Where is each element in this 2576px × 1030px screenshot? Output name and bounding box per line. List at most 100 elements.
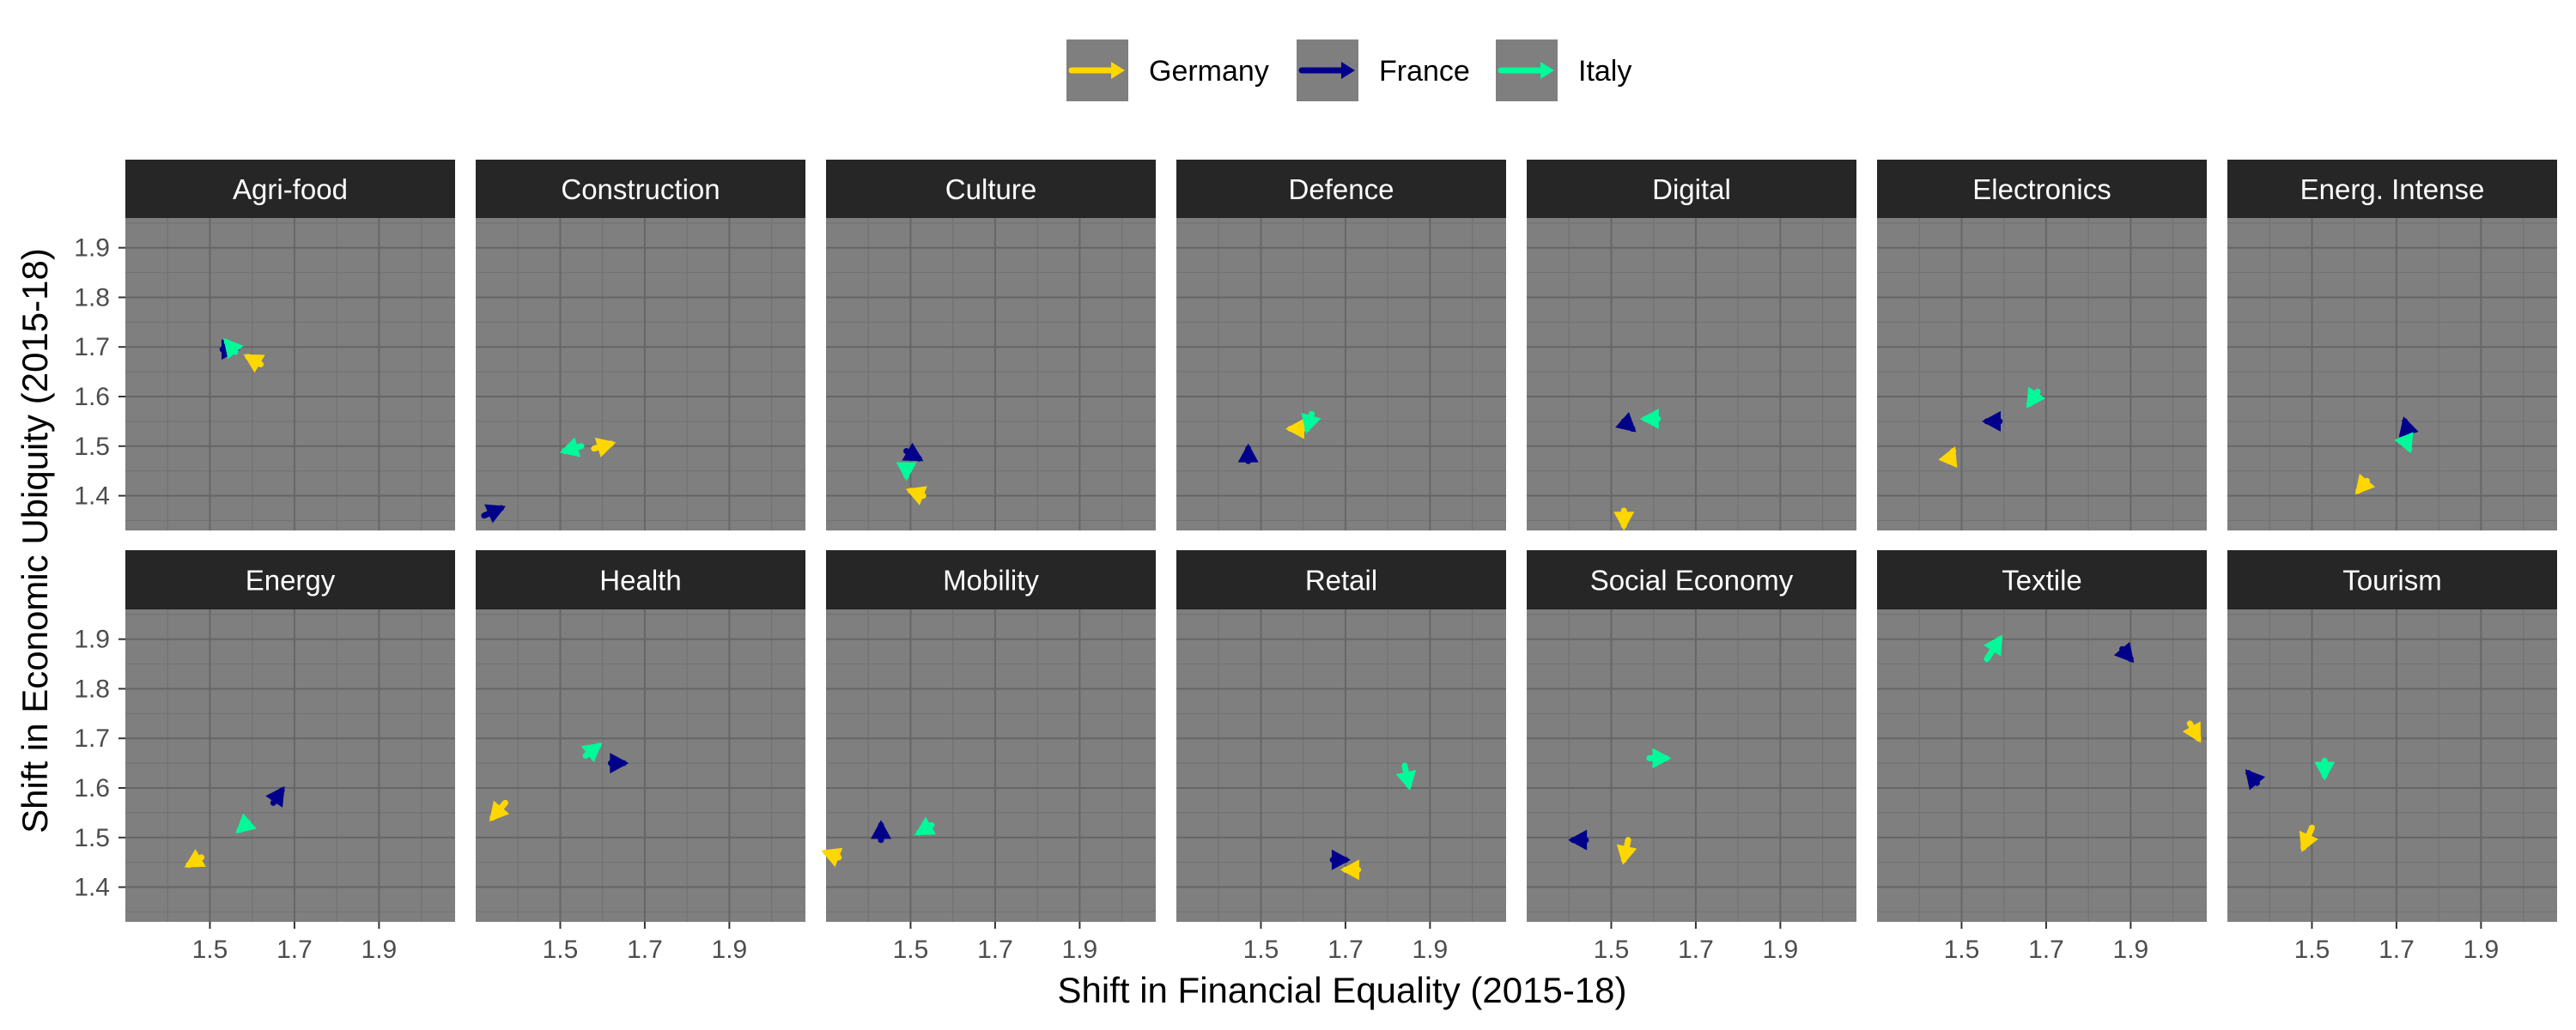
arrow-italy xyxy=(1395,762,1417,791)
arrow-head xyxy=(223,337,244,360)
arrow-germany xyxy=(821,847,843,868)
panel-background xyxy=(1527,609,1856,922)
panel-grid xyxy=(1877,218,2207,530)
arrow-france xyxy=(481,504,507,524)
arrow-germany xyxy=(243,354,265,373)
arrow-head xyxy=(821,847,843,868)
panel-background xyxy=(476,218,805,530)
panel-background xyxy=(476,609,805,922)
panel-culture: Culture xyxy=(826,160,1156,530)
y-tick-label: 1.6 xyxy=(74,383,110,411)
arrow-head xyxy=(1615,411,1637,433)
arrow-head xyxy=(489,800,510,822)
y-tick-label: 1.4 xyxy=(74,482,110,511)
panel-social-economy: Social Economy xyxy=(1527,550,1856,922)
arrow-italy xyxy=(223,337,244,360)
arrow-head xyxy=(2113,641,2135,663)
y-tick-label: 1.8 xyxy=(74,675,110,703)
arrow-italy xyxy=(235,813,257,834)
panel-tourism: Tourism xyxy=(2227,550,2557,922)
panel-grid xyxy=(125,218,455,530)
x-axis-title: Shift in Financial Equality (2015-18) xyxy=(1057,970,1626,1010)
arrow-italy xyxy=(1639,409,1662,429)
arrow-head xyxy=(265,785,285,808)
arrow-head xyxy=(1616,844,1637,865)
x-tick-label: 1.5 xyxy=(1243,936,1279,964)
panel-arrows xyxy=(1237,410,1321,464)
panel-health: Health xyxy=(476,550,805,922)
arrow-head xyxy=(184,849,206,868)
panel-strip xyxy=(1877,550,2207,609)
panel-grid xyxy=(1176,218,1506,530)
x-tick-label: 1.9 xyxy=(1763,936,1799,964)
arrow-head xyxy=(2026,386,2046,409)
arrow-head xyxy=(902,442,924,462)
arrow-germany xyxy=(2182,720,2202,743)
x-tick-label: 1.5 xyxy=(192,936,228,964)
panel-strip xyxy=(1176,160,1506,218)
arrow-germany xyxy=(184,849,206,869)
panel-grid xyxy=(1527,609,1856,922)
arrow-germany xyxy=(1285,418,1307,439)
legend-key-head xyxy=(1111,62,1125,79)
arrow-head xyxy=(2245,769,2266,791)
arrow-head xyxy=(1331,849,1351,870)
arrow-germany xyxy=(489,799,510,822)
x-axis-col-6: 1.5 1.7 1.9 xyxy=(1944,922,2148,964)
panel-strip xyxy=(826,160,1156,218)
legend-item-italy: Italy xyxy=(1496,39,1631,101)
panel-background xyxy=(125,609,455,922)
panel-background xyxy=(826,218,1156,530)
arrow-france xyxy=(2245,769,2266,791)
panel-strip-label: Mobility xyxy=(943,565,1039,597)
x-tick-label: 1.7 xyxy=(2028,936,2064,964)
x-tick-label: 1.7 xyxy=(1678,936,1714,964)
arrow-france xyxy=(1237,443,1259,464)
panel-strip-label: Culture xyxy=(945,173,1036,205)
panel-textile: Textile xyxy=(1877,550,2207,922)
panel-strip-label: Textile xyxy=(2002,565,2082,597)
arrow-head xyxy=(2299,830,2318,852)
panel-arrows xyxy=(2354,416,2419,495)
arrow-head xyxy=(1285,418,1304,439)
panel-strip xyxy=(476,160,805,218)
arrow-head xyxy=(905,486,927,506)
panel-arrows xyxy=(1938,386,2046,468)
panel-agri-food: Agri-food xyxy=(125,160,455,530)
arrow-head xyxy=(1395,769,1417,791)
arrow-head xyxy=(610,753,629,774)
arrow-italy xyxy=(1301,410,1321,434)
arrow-france xyxy=(2113,641,2135,663)
x-tick-label: 1.9 xyxy=(361,936,398,964)
panel-strip xyxy=(1877,160,2207,218)
panel-strip-label: Energ. Intense xyxy=(2300,173,2485,205)
panel-energ-intense: Energ. Intense xyxy=(2227,160,2557,530)
arrow-head xyxy=(2182,721,2202,743)
panel-retail: Retail xyxy=(1176,550,1506,922)
arrow-germany xyxy=(1613,507,1635,531)
arrow-france xyxy=(902,442,924,462)
arrow-head xyxy=(1984,634,2003,657)
arrow-head xyxy=(235,813,257,834)
panel-strip-label: Social Economy xyxy=(1590,565,1794,597)
arrow-france xyxy=(608,753,629,774)
panel-digital: Digital xyxy=(1527,160,1856,531)
arrow-france xyxy=(871,820,891,844)
panel-arrows xyxy=(1329,762,1417,881)
y-tick-label: 1.5 xyxy=(74,824,110,852)
arrow-germany xyxy=(2299,824,2318,852)
x-tick-label: 1.9 xyxy=(1062,936,1098,964)
panel-strip xyxy=(1527,160,1856,218)
x-axis-col-5: 1.5 1.7 1.9 xyxy=(1594,922,1799,964)
arrow-head xyxy=(1237,443,1259,463)
arrow-italy xyxy=(559,437,585,457)
arrow-head xyxy=(559,437,581,457)
panel-strip-label: Health xyxy=(599,565,681,597)
arrow-germany xyxy=(2354,473,2376,495)
arrow-france xyxy=(1568,829,1589,851)
x-tick-label: 1.5 xyxy=(1594,936,1630,964)
panel-arrows xyxy=(481,437,617,524)
arrow-head xyxy=(1982,410,2001,432)
x-tick-label: 1.5 xyxy=(2294,936,2330,964)
